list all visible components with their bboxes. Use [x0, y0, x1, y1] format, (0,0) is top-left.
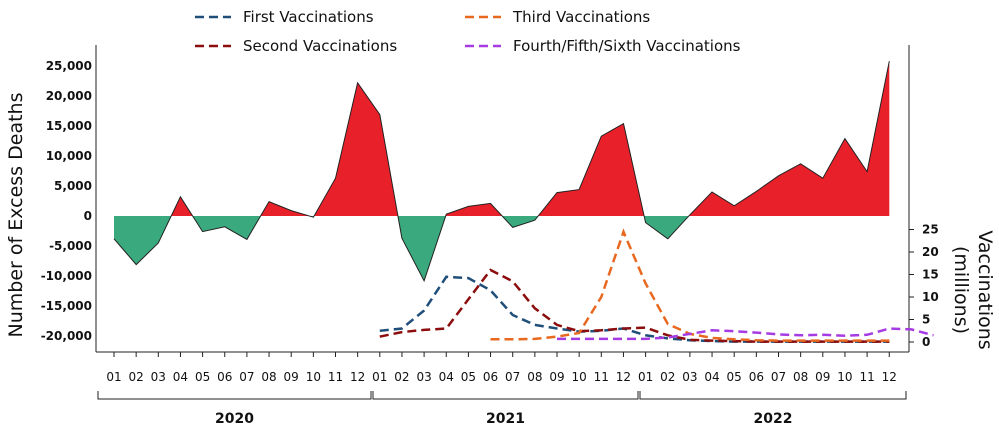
x-tick-label: 11 [859, 370, 874, 384]
y-tick-label: -5,000 [49, 239, 92, 253]
x-tick-label: 05 [727, 370, 742, 384]
legend-label: Second Vaccinations [243, 37, 397, 55]
y-tick-label: 25,000 [46, 59, 92, 73]
secondary-y-tick-label: 20 [922, 245, 939, 259]
x-tick-label: 06 [217, 370, 232, 384]
x-tick-label: 07 [505, 370, 520, 384]
x-tick-label: 05 [461, 370, 476, 384]
x-tick-label: 02 [129, 370, 144, 384]
x-tick-label: 06 [483, 370, 498, 384]
vaccination-series-line [557, 327, 934, 341]
x-tick-label: 06 [749, 370, 764, 384]
x-tick-label: 12 [350, 370, 365, 384]
excess-area-negative [398, 216, 446, 281]
secondary-y-tick-label: 15 [922, 268, 939, 282]
x-tick-label: 04 [704, 370, 719, 384]
legend-label: Third Vaccinations [512, 8, 650, 26]
secondary-y-tick-label: 5 [922, 313, 930, 327]
x-tick-label: 09 [284, 370, 299, 384]
secondary-axis-title: Vaccinations [974, 230, 996, 349]
y-tick-label: 20,000 [46, 89, 92, 103]
y-tick-label: -15,000 [41, 299, 92, 313]
year-label: 2022 [754, 411, 793, 427]
x-tick-label: 01 [638, 370, 653, 384]
x-tick-label: 08 [527, 370, 542, 384]
excess-area-positive [171, 196, 193, 216]
excess-area-negative [644, 216, 689, 239]
excess-area-positive [688, 61, 890, 217]
y-tick-label: 0 [84, 209, 92, 223]
year-label: 2021 [486, 411, 525, 427]
x-tick-label: 10 [306, 370, 321, 384]
x-tick-label: 12 [616, 370, 631, 384]
x-tick-label: 04 [439, 370, 454, 384]
y-tick-label: 5,000 [54, 179, 92, 193]
legend-label: Fourth/Fifth/Sixth Vaccinations [513, 37, 741, 55]
y-tick-label: -10,000 [41, 269, 92, 283]
x-tick-label: 12 [882, 370, 897, 384]
x-tick-label: 02 [660, 370, 675, 384]
x-tick-label: 09 [549, 370, 564, 384]
vaccination-series-line [490, 228, 890, 342]
year-label: 2020 [215, 411, 254, 427]
vaccination-series-line [379, 275, 890, 343]
y-tick-label: 10,000 [46, 149, 92, 163]
y-tick-label: -20,000 [41, 329, 92, 343]
x-tick-label: 01 [106, 370, 121, 384]
x-tick-label: 11 [328, 370, 343, 384]
x-tick-label: 03 [151, 370, 166, 384]
x-tick-label: 11 [594, 370, 609, 384]
secondary-y-tick-label: 25 [922, 223, 939, 237]
y-tick-label: 15,000 [46, 119, 92, 133]
secondary-y-tick-label: 10 [922, 290, 939, 304]
x-tick-label: 04 [173, 370, 188, 384]
x-tick-label: 09 [815, 370, 830, 384]
x-tick-label: 10 [572, 370, 587, 384]
legend-label: First Vaccinations [243, 8, 374, 26]
year-bracket [639, 391, 907, 400]
secondary-axis-subtitle: (millions) [950, 246, 972, 334]
secondary-y-tick-label: 0 [922, 335, 930, 349]
excess-area-negative [114, 216, 172, 265]
x-tick-label: 10 [837, 370, 852, 384]
year-bracket [97, 391, 372, 400]
x-tick-label: 05 [195, 370, 210, 384]
y-axis-title: Number of Excess Deaths [5, 93, 27, 338]
x-tick-label: 07 [239, 370, 254, 384]
excess-area-positive [538, 123, 645, 216]
excess-area-negative [502, 216, 539, 228]
excess-deaths-line [113, 61, 890, 283]
x-tick-label: 01 [372, 370, 387, 384]
x-tick-label: 08 [793, 370, 808, 384]
x-tick-label: 07 [771, 370, 786, 384]
x-tick-label: 03 [682, 370, 697, 384]
x-tick-label: 03 [416, 370, 431, 384]
excess-area-positive [314, 82, 398, 216]
year-bracket [372, 391, 639, 400]
excess-area-positive [445, 203, 503, 216]
x-tick-label: 08 [261, 370, 276, 384]
x-tick-label: 02 [394, 370, 409, 384]
